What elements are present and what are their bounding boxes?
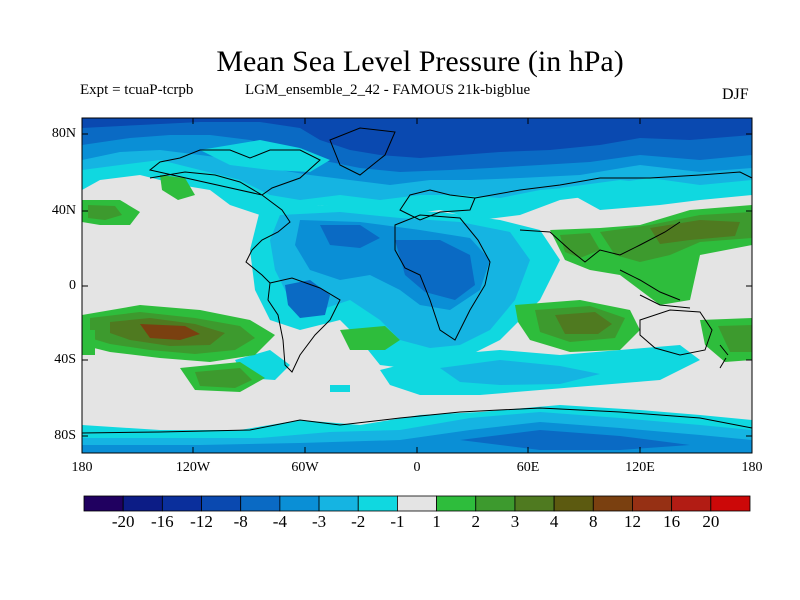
colorbar-swatch [201,495,242,512]
colorbar-swatch [436,495,477,512]
north-deepblue [82,118,752,158]
dateline-west-green [82,330,95,355]
australia-coast [639,309,713,356]
colorbar-label: -4 [272,512,287,531]
colorbar-swatch [357,495,398,512]
africa-coast [394,214,491,341]
colorbar-swatch [397,495,437,512]
lat-label-80s: 80S [54,428,76,443]
colorbar-swatch [553,495,594,512]
lat-label-40n: 40N [51,203,76,218]
new-zealand-coast [719,344,729,369]
colorbar-swatch [710,495,751,512]
antarctica-coast [81,407,753,434]
colorbar-swatch [671,495,712,512]
colorbar-label: 2 [471,512,481,531]
atlantic-midblue [320,225,380,248]
spacific-darkgreen2 [195,368,252,388]
season-label: DJF [722,86,749,103]
colorbar-label: 4 [549,512,559,531]
colorbar-swatch [632,495,673,512]
lon-label-120e: 120E [625,460,655,475]
colorbar-label: 20 [702,512,720,531]
experiment-label: Expt = tcuaP-tcrpb [80,82,194,98]
colorbar-swatch [83,495,124,512]
npacific-darkgreen [88,205,122,220]
sindian-olive [555,312,612,334]
axis-ticks [81,118,753,453]
australia-darkgreen [718,325,752,352]
colorbar-swatch [122,495,163,512]
lat-label-40s: 40S [54,352,76,367]
lon-label-120w: 120W [175,460,211,475]
map-title: Mean Sea Level Pressure (in hPa) [216,45,624,78]
southamerica-midblue [285,280,330,318]
se-asia-coast [619,269,691,309]
south-america-coast [267,277,341,373]
colorbar-swatch [592,495,633,512]
lat-label-80n: 80N [51,126,76,141]
colorbar-label: 16 [663,512,681,531]
colorbar-label: 8 [589,512,598,531]
colorbar-label: -2 [351,512,366,531]
colorbar-label: 12 [623,512,641,531]
colorbar-swatch [161,495,202,512]
east-asia-cyan [560,180,700,210]
lon-label-0: 0 [413,460,421,475]
colorbar-swatch [475,495,516,512]
lat-label-0: 0 [69,278,76,293]
eurasia-coast [474,171,753,263]
colorbar-swatch [318,495,359,512]
lon-label-180w: 180 [71,460,93,475]
colorbar-label: 1 [432,512,441,531]
colorbar-label: -1 [390,512,405,531]
colorbar-label: -20 [111,512,135,531]
spacific-brown [140,324,200,340]
south-cyan-small [330,385,350,392]
colorbar-swatch [279,495,320,512]
antarctic-midblue [460,430,690,450]
colorbar-label: -16 [151,512,174,531]
colorbar-swatch [240,495,281,512]
colorbar-label: -8 [233,512,248,531]
lon-label-60e: 60E [516,460,540,475]
run-label: LGM_ensemble_2_42 - FAMOUS 21k-bigblue [245,82,531,98]
colorbar-label: -3 [311,512,327,531]
gulf-alaska-green [160,175,195,200]
colorbar-label: -12 [190,512,213,531]
south-indian-lightblue [440,360,600,385]
india-green [560,233,600,258]
lon-label-180e: 180 [741,460,763,475]
asia-olive [650,220,740,244]
africa-midblue [395,240,475,300]
north-america-coast [148,149,321,284]
coastlines [81,127,753,434]
colorbar [83,495,751,512]
colorbar-swatch [514,495,555,512]
colorbar-label: 3 [510,512,520,531]
satlantic-green [340,326,400,350]
lon-label-60w: 60W [291,460,319,475]
arctic-cyan-patch [200,140,330,172]
greenland-coast [329,127,396,176]
